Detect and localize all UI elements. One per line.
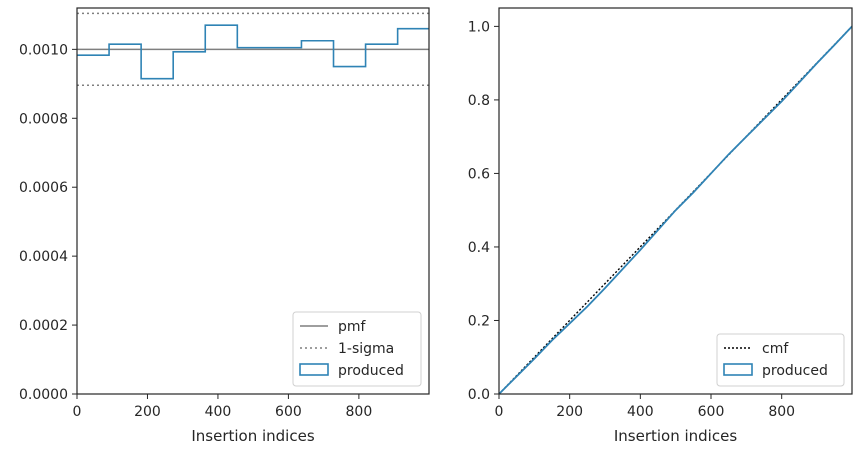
axes-frame — [76, 7, 430, 395]
y-tick-label: 0.0002 — [19, 318, 68, 334]
y-tick-label: 0.0010 — [19, 42, 68, 58]
y-tick-label: 0.6 — [468, 166, 490, 182]
y-tick-label: 0.8 — [468, 93, 490, 109]
cmf-panel: 0 200 400 600 800 0.0 0.2 0.4 0.6 0.8 1.0 Insertion… — [468, 7, 853, 445]
x-tick-label: 600 — [275, 404, 302, 420]
x-tick-label: 0 — [73, 404, 82, 420]
y-tick-label: 0.4 — [468, 240, 490, 256]
x-tick-label: 0 — [495, 404, 504, 420]
x-tick-label: 800 — [768, 404, 795, 420]
legend-produced-swatch — [299, 363, 329, 376]
y-tick-label: 0.0000 — [19, 387, 68, 403]
legend: cmf produced — [716, 333, 845, 387]
legend-label: pmf — [338, 319, 367, 335]
legend-box — [716, 333, 845, 387]
y-tick-label: 0.0008 — [19, 111, 68, 127]
legend-produced-swatch — [723, 363, 753, 376]
legend: pmf 1-sigma produced — [292, 311, 422, 387]
legend-label: 1-sigma — [338, 341, 394, 357]
legend-box — [292, 311, 422, 387]
x-tick-label: 200 — [556, 404, 583, 420]
y-tick-label: 1.0 — [468, 19, 490, 35]
x-tick-label: 600 — [698, 404, 725, 420]
axes-frame — [498, 7, 853, 395]
x-tick-label: 400 — [627, 404, 654, 420]
legend-label: cmf — [762, 341, 789, 357]
y-tick-label: 0.2 — [468, 313, 490, 329]
x-axis-label: Insertion indices — [191, 427, 314, 445]
x-tick-label: 400 — [205, 404, 232, 420]
legend-label: produced — [762, 363, 828, 379]
produced-step-line — [77, 24, 429, 80]
pmf-histogram-panel: 0 200 400 600 800 0.0000 0.0002 0.0004 0.0006 0.0… — [19, 7, 430, 445]
x-tick-label: 800 — [346, 404, 373, 420]
produced-cumulative-line — [498, 25, 853, 395]
legend-label: produced — [338, 363, 404, 379]
x-axis-label: Insertion indices — [614, 427, 737, 445]
x-tick-label: 200 — [134, 404, 161, 420]
y-tick-label: 0.0004 — [19, 249, 68, 265]
y-tick-label: 0.0006 — [19, 180, 68, 196]
y-tick-label: 0.0 — [468, 387, 490, 403]
